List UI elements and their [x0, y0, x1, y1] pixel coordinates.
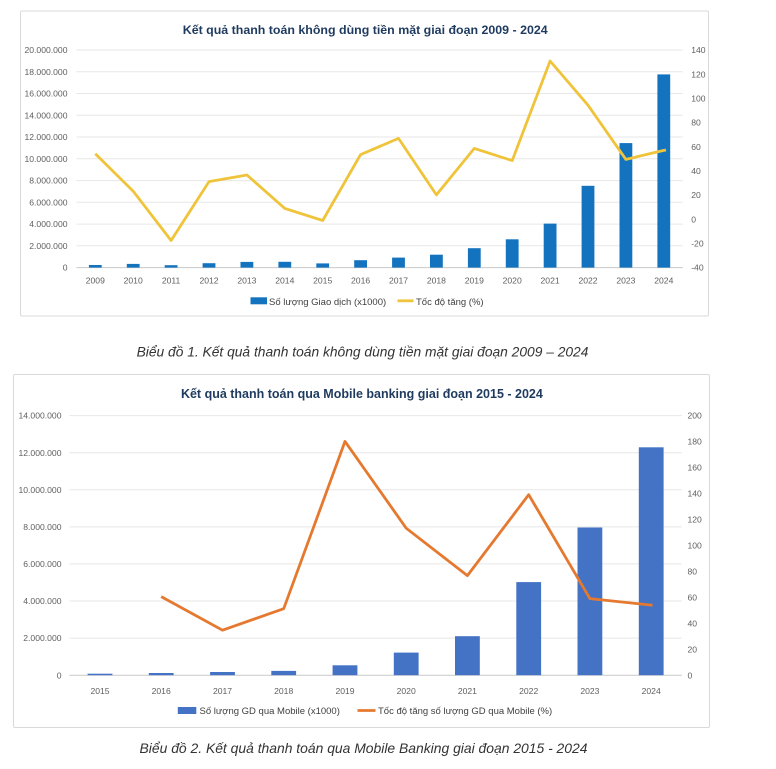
svg-text:2015: 2015 [90, 686, 109, 696]
svg-text:60: 60 [691, 142, 701, 152]
svg-text:2.000.000: 2.000.000 [29, 241, 67, 251]
svg-text:40: 40 [691, 166, 701, 176]
svg-text:40: 40 [688, 618, 698, 628]
svg-text:8.000.000: 8.000.000 [29, 176, 67, 186]
svg-text:2021: 2021 [458, 686, 477, 696]
svg-text:2022: 2022 [519, 686, 538, 696]
svg-text:2015: 2015 [313, 276, 332, 286]
svg-text:0: 0 [63, 263, 68, 273]
svg-text:0: 0 [691, 214, 696, 224]
svg-text:-40: -40 [691, 263, 704, 273]
svg-text:2021: 2021 [541, 276, 560, 286]
svg-text:2019: 2019 [335, 686, 354, 696]
svg-text:0: 0 [57, 670, 62, 680]
svg-text:Số lượng Giao dịch (x1000): Số lượng Giao dịch (x1000) [269, 297, 386, 308]
svg-text:0: 0 [688, 670, 693, 680]
svg-text:2016: 2016 [152, 686, 171, 696]
svg-text:2013: 2013 [237, 276, 256, 286]
svg-text:60: 60 [688, 592, 698, 602]
svg-text:2014: 2014 [275, 276, 294, 286]
svg-text:140: 140 [691, 45, 706, 55]
svg-text:20: 20 [691, 190, 701, 200]
svg-text:80: 80 [691, 118, 701, 128]
svg-text:120: 120 [691, 69, 706, 79]
svg-text:Biểu đồ 1. Kết quả thanh toán: Biểu đồ 1. Kết quả thanh toán không dùng… [137, 345, 589, 360]
svg-text:14.000.000: 14.000.000 [24, 110, 67, 120]
svg-text:Biểu đồ 2. Kết quả thanh toán: Biểu đồ 2. Kết quả thanh toán qua Mobile… [140, 740, 588, 756]
svg-text:-20: -20 [691, 239, 704, 249]
svg-text:2022: 2022 [578, 276, 597, 286]
svg-text:100: 100 [691, 94, 706, 104]
svg-text:2023: 2023 [616, 276, 635, 286]
svg-text:6.000.000: 6.000.000 [29, 197, 67, 207]
svg-text:6.000.000: 6.000.000 [23, 559, 61, 569]
svg-text:20.000.000: 20.000.000 [24, 45, 67, 55]
svg-text:Tốc độ tăng số lượng GD qua Mo: Tốc độ tăng số lượng GD qua Mobile (%) [378, 706, 552, 717]
svg-text:2020: 2020 [503, 276, 522, 286]
svg-text:10.000.000: 10.000.000 [24, 154, 67, 164]
svg-text:2020: 2020 [397, 686, 416, 696]
svg-text:180: 180 [688, 437, 703, 447]
svg-text:Kết quả thanh toán qua Mobile: Kết quả thanh toán qua Mobile banking gi… [181, 387, 543, 401]
svg-text:120: 120 [688, 515, 703, 525]
svg-text:2016: 2016 [351, 276, 370, 286]
svg-text:200: 200 [688, 411, 703, 421]
svg-text:2.000.000: 2.000.000 [23, 633, 61, 643]
svg-text:16.000.000: 16.000.000 [24, 89, 67, 99]
svg-text:12.000.000: 12.000.000 [18, 448, 61, 458]
svg-text:2018: 2018 [274, 686, 293, 696]
svg-text:4.000.000: 4.000.000 [29, 219, 67, 229]
svg-text:2017: 2017 [213, 686, 232, 696]
svg-text:12.000.000: 12.000.000 [24, 132, 67, 142]
svg-text:Kết quả thanh toán không dùng: Kết quả thanh toán không dùng tiền mặt g… [183, 23, 548, 37]
svg-text:2019: 2019 [465, 276, 484, 286]
svg-text:4.000.000: 4.000.000 [23, 596, 61, 606]
svg-text:10.000.000: 10.000.000 [18, 485, 61, 495]
svg-text:2009: 2009 [86, 276, 105, 286]
svg-text:160: 160 [688, 463, 703, 473]
svg-text:18.000.000: 18.000.000 [24, 67, 67, 77]
svg-text:100: 100 [688, 541, 703, 551]
svg-text:2018: 2018 [427, 276, 446, 286]
svg-text:2010: 2010 [124, 276, 143, 286]
svg-text:Số lượng GD qua Mobile (x1000): Số lượng GD qua Mobile (x1000) [200, 706, 340, 717]
svg-text:8.000.000: 8.000.000 [23, 522, 61, 532]
svg-text:2017: 2017 [389, 276, 408, 286]
svg-text:2024: 2024 [642, 686, 661, 696]
svg-text:2012: 2012 [199, 276, 218, 286]
svg-text:80: 80 [688, 567, 698, 577]
svg-text:140: 140 [688, 489, 703, 499]
svg-text:20: 20 [688, 644, 698, 654]
svg-text:2024: 2024 [654, 276, 673, 286]
svg-text:14.000.000: 14.000.000 [18, 411, 61, 421]
svg-text:2023: 2023 [580, 686, 599, 696]
svg-text:2011: 2011 [162, 276, 181, 286]
svg-text:Tốc độ tăng (%): Tốc độ tăng (%) [416, 297, 484, 308]
